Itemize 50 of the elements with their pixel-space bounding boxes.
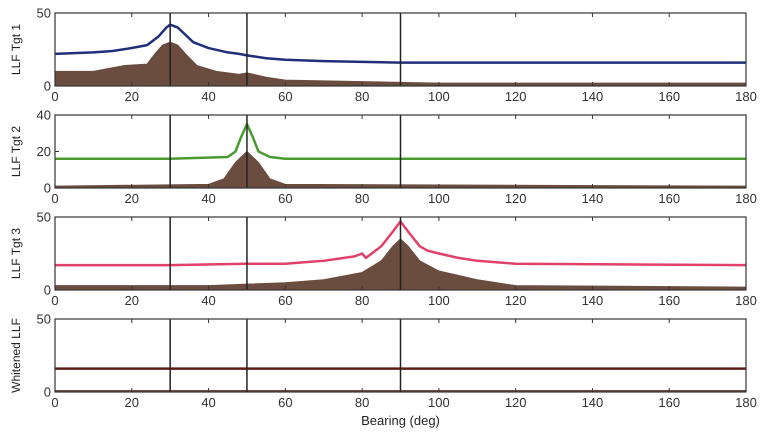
x-tick-label: 40 [201,191,216,206]
x-tick-label: 140 [582,293,604,308]
x-tick-label: 40 [201,293,216,308]
y-axis-title: LLF Tgt 1 [9,24,23,76]
y-axis-title: LLF Tgt 3 [9,228,23,280]
x-tick-label: 20 [124,191,140,206]
x-tick-label: 160 [658,191,680,206]
y-axis-title: LLF Tgt 2 [9,126,23,178]
x-tick-label: 140 [582,191,604,206]
x-tick-label: 100 [428,191,450,206]
x-tick-label: 120 [504,89,527,104]
y-tick-label: 40 [36,108,51,123]
x-tick-label: 80 [354,395,370,410]
x-tick-label: 20 [124,395,140,410]
x-tick-label: 20 [124,293,140,308]
y-tick-label: 0 [44,78,51,94]
x-tick-label: 120 [504,191,527,206]
x-tick-label: 180 [735,293,757,308]
x-tick-label: 40 [201,89,216,104]
x-tick-label: 180 [735,191,757,206]
x-tick-label: 100 [428,293,450,308]
x-tick-label: 20 [124,89,140,104]
x-tick-label: 100 [428,395,450,410]
y-tick-label: 50 [36,210,51,225]
x-tick-label: 160 [658,293,680,308]
x-tick-label: 140 [582,89,604,104]
x-tick-label: 60 [278,89,293,104]
y-tick-label: 20 [36,144,51,160]
x-tick-label: 120 [504,395,527,410]
x-tick-label: 120 [504,293,527,308]
x-tick-label: 80 [354,89,370,104]
x-tick-label: 80 [354,191,370,206]
x-tick-label: 160 [658,395,680,410]
x-tick-label: 60 [278,293,293,308]
x-tick-label: 100 [428,89,450,104]
y-tick-label: 0 [44,180,51,196]
x-tick-label: 140 [582,395,604,410]
y-axis-title: Whitened LLF [9,318,23,393]
x-tick-label: 160 [658,89,680,104]
x-axis-title: Bearing (deg) [361,413,440,428]
x-tick-label: 80 [354,293,370,308]
x-tick-label: 180 [735,89,757,104]
x-tick-label: 40 [201,395,216,410]
y-tick-label: 0 [44,384,51,400]
y-tick-label: 0 [44,282,51,298]
y-tick-label: 50 [36,312,51,327]
x-tick-label: 60 [278,395,293,410]
x-tick-label: 60 [278,191,293,206]
y-tick-label: 50 [36,6,51,21]
x-tick-label: 180 [735,395,757,410]
